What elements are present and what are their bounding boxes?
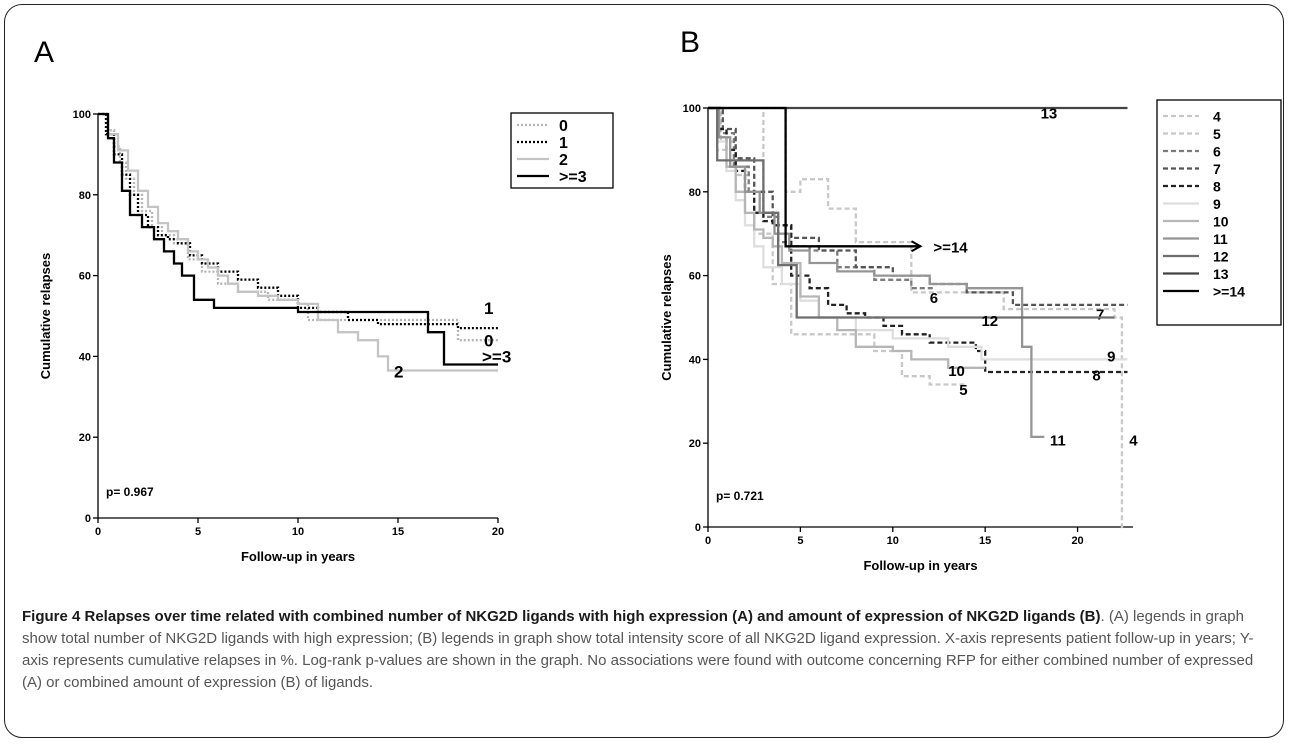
legend-label-b: 7 [1213,161,1221,177]
x-tick-label-b: 0 [705,535,711,547]
series-end-label-b: >=14 [933,240,968,257]
y-tick-label-a: 100 [73,109,91,121]
series-end-label-b: 13 [1041,105,1058,122]
x-tick-label-b: 5 [797,535,803,547]
y-tick-label-a: 0 [85,513,91,525]
caption-text: . (A) legends in graph show total number… [22,608,1254,691]
x-axis-title-b: Follow-up in years [863,558,977,573]
series-end-label-b: 12 [981,313,998,330]
x-axis-title-a: Follow-up in years [241,549,355,564]
y-tick-label-b: 20 [689,438,701,450]
legend-label-a: >=3 [559,169,587,186]
caption-title: Figure 4 Relapses over time related with… [22,608,1101,625]
y-tick-label-b: 100 [683,103,701,115]
x-tick-label-a: 20 [492,526,504,538]
series-arrow-b [911,240,923,253]
series-line-b-8 [708,106,1128,374]
legend-label-b: 5 [1213,126,1221,142]
p-value-a: p= 0.967 [106,485,154,499]
series-line-b-4 [708,106,1124,529]
legend-label-b: 10 [1213,213,1229,229]
series-end-label-a: >=3 [482,347,511,366]
series-end-label-a: 1 [484,299,493,318]
legend-label-b: 12 [1213,248,1229,264]
y-axis-title-b: Cumulative relapses [659,254,674,380]
x-tick-label-b: 15 [979,535,991,547]
series-end-label-b: 9 [1107,348,1115,365]
series-line-b-10 [708,106,986,369]
series-end-label-b: 10 [948,363,965,380]
series-line-b-11 [708,106,1045,439]
series-end-label-b: 5 [959,382,967,399]
series-line-b->=14 [708,106,921,248]
series-end-label-a: 0 [484,331,493,350]
series-line-b-6 [708,106,936,290]
legend-label-b: 13 [1213,266,1229,282]
legend-label-b: 6 [1213,143,1221,159]
series-end-label-a: 2 [394,362,403,381]
figure-caption: Figure 4 Relapses over time related with… [22,606,1272,694]
y-tick-label-a: 80 [79,190,91,202]
legend-label-b: 11 [1213,231,1228,247]
legend-label-b: 4 [1213,108,1221,124]
legend-label-b: 9 [1213,196,1221,212]
legend-label-a: 1 [559,135,568,152]
chart-panel-b: 0 20 40 60 80 100 0 5 10 15 20 Follow-up in years Cu… [659,99,1282,573]
series-end-label-b: 7 [1096,307,1104,324]
series-line-a->=3 [98,112,498,366]
y-tick-label-a: 20 [79,432,91,444]
series-end-label-b: 8 [1092,367,1100,384]
y-tick-label-a: 40 [79,351,91,363]
legend-label-b: 8 [1213,178,1221,194]
x-tick-label-a: 15 [392,526,404,538]
series-line-b-12 [708,106,1115,319]
x-tick-label-b: 20 [1071,535,1083,547]
series-end-label-b: 4 [1129,432,1138,449]
legend-label-a: 2 [559,152,568,169]
series-end-label-b: 11 [1050,432,1066,449]
x-tick-label-b: 10 [887,535,899,547]
legend-label-b: >=14 [1213,283,1245,299]
series-line-b-9 [708,106,1128,361]
x-tick-label-a: 0 [95,526,101,538]
p-value-b: p= 0.721 [716,489,764,503]
y-tick-label-b: 40 [689,354,701,366]
y-axis-title-a: Cumulative relapses [38,253,53,379]
x-tick-label-a: 5 [195,526,201,538]
figure-frame [4,4,1284,738]
x-tick-label-a: 10 [292,526,304,538]
legend-box-b [1156,99,1282,326]
y-tick-label-b: 0 [695,522,701,534]
y-tick-label-a: 60 [79,271,91,283]
panel-b-letter: B [680,26,700,59]
y-tick-label-b: 60 [689,271,701,283]
panel-a-letter: A [34,36,54,69]
legend-label-a: 0 [559,118,568,135]
series-line-a-2 [98,112,498,372]
y-tick-label-b: 80 [689,187,701,199]
series-end-label-b: 6 [930,290,938,307]
